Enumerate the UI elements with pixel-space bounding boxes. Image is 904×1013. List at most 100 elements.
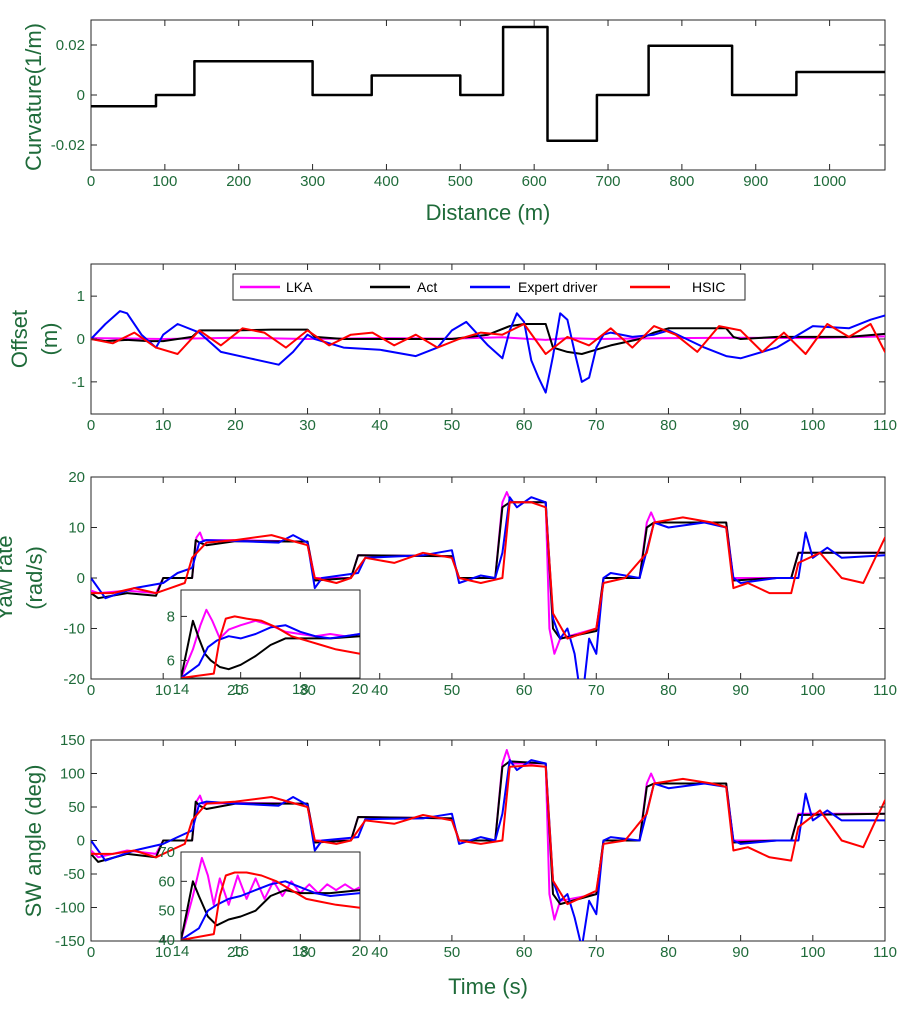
curvature-xtick-label: 300: [300, 173, 325, 190]
yaw-ytick-label: 20: [68, 469, 85, 486]
yaw-xtick-label: 110: [873, 682, 897, 699]
sw-xtick-label: 40: [371, 944, 388, 961]
yaw-xtick-label: 60: [516, 682, 533, 699]
yaw_inset-xtick-label: 14: [173, 681, 190, 698]
sw_inset-ytick-label: 70: [158, 844, 175, 861]
yaw-xtick-label: 10: [155, 682, 172, 699]
curvature-xtick-label: 100: [152, 173, 177, 190]
offset-xtick-label: 100: [800, 417, 825, 434]
curvature-series-curvature: [91, 25, 885, 143]
curvature-ytick-label: 0.02: [56, 37, 85, 54]
curvature-plot: 0 100 200 300 400 500 600 700 800 900 1000 -0.02 0 0.…: [21, 19, 886, 225]
yaw_inset-series-lka: [181, 608, 360, 678]
sw-xtick-label: 50: [444, 944, 461, 961]
offset-xtick-label: 60: [516, 417, 533, 434]
sw-ytick-label: -150: [55, 933, 85, 950]
yaw_inset-series-hsic: [181, 615, 360, 678]
sw_inset-ytick-label: 40: [158, 932, 175, 949]
sw-ytick-label: 150: [60, 732, 85, 749]
offset-xtick-label: 90: [732, 417, 749, 434]
sw-angle-plot: 0 10 20 30 40 50 60 70 80 90 100 110-150-100-500501…: [21, 732, 897, 999]
sw-ytick-label: 0: [77, 833, 85, 850]
offset-xtick-label: 110: [873, 417, 897, 434]
sw-xtick-label: 110: [873, 944, 897, 961]
sw-xtick-label: 90: [732, 944, 749, 961]
yaw-rate-plot: 0 10 20 30 40 50 60 70 80 90 100 110 -20 -10 0 10 20 Yaw…: [0, 469, 897, 699]
yaw-rate-ticks: 0 10 20 30 40 50 60 70 80 90 100 110 -20 -10 0 10 20: [63, 469, 897, 699]
offset-xtick-label: 70: [588, 417, 605, 434]
yaw-xtick-label: 40: [371, 682, 388, 699]
sw-angle-ticks: 0 10 20 30 40 50 60 70 80 90 100 110-150-100-500501…: [55, 732, 897, 961]
sw-xtick-label: 60: [516, 944, 533, 961]
curvature-xtick-label: 600: [522, 173, 547, 190]
curvature-xtick-label: 700: [596, 173, 621, 190]
offset-series-expert-driver: [91, 310, 885, 394]
yaw-ytick-label: 10: [68, 520, 85, 537]
offset-plot: 0 10 20 30 40 50 60 70 80 90 100 110 -1 0 1 Offset (m)…: [7, 263, 897, 434]
sw-xtick-label: 80: [660, 944, 677, 961]
offset-xtick-label: 30: [299, 417, 316, 434]
sw-series-expert-driver: [91, 759, 885, 941]
yaw_inset-xtick-label: 20: [352, 681, 369, 698]
yaw-rate-ylabel-line2: (rad/s): [22, 546, 47, 610]
yaw-xtick-label: 90: [732, 682, 749, 699]
offset-xtick-label: 40: [371, 417, 388, 434]
offset-ytick-label: 0: [77, 331, 85, 348]
sw-xtick-label: 20: [227, 944, 244, 961]
yaw-rate-inset-ticks: 14 16 18 20 6 8: [167, 608, 369, 698]
sw_inset-xtick-label: 20: [352, 943, 369, 960]
yaw-xtick-label: 80: [660, 682, 677, 699]
sw_inset-series-hsic: [181, 871, 360, 940]
offset-xtick-label: 50: [444, 417, 461, 434]
yaw-xtick-label: 70: [588, 682, 605, 699]
sw-angle-xlabel: Time (s): [448, 974, 528, 999]
offset-ylabel-line1: Offset: [7, 310, 32, 368]
legend: LKA Act Expert driver HSIC: [232, 273, 746, 301]
curvature-ytick-label: -0.02: [51, 137, 85, 154]
yaw-xtick-label: 100: [800, 682, 825, 699]
curvature-ticks: 0 100 200 300 400 500 600 700 800 900 1000 -0.02 0 0.…: [51, 20, 885, 190]
offset-series-hsic: [91, 323, 885, 355]
sw_inset-xtick-label: 18: [292, 943, 309, 960]
sw_inset-series-lka: [181, 856, 360, 940]
sw-xtick-label: 0: [87, 944, 95, 961]
curvature-series-layer: [91, 25, 885, 143]
legend-label-lka: LKA: [286, 279, 313, 295]
sw-angle-inset-series-layer: [181, 856, 360, 940]
sw-angle-series-layer: [91, 749, 885, 941]
sw-angle-inset-plot: 14 16 18 20 40 50 60 70: [158, 844, 368, 960]
sw-xtick-label: 10: [155, 944, 172, 961]
yaw-series-hsic: [91, 501, 885, 640]
sw-xtick-label: 70: [588, 944, 605, 961]
curvature-xtick-label: 900: [743, 173, 768, 190]
curvature-ytick-label: 0: [77, 87, 85, 104]
yaw-xtick-label: 0: [87, 682, 95, 699]
curvature-xtick-label: 500: [448, 173, 473, 190]
offset-ticks: 0 10 20 30 40 50 60 70 80 90 100 110 -1 0 1: [72, 264, 897, 434]
offset-xtick-label: 10: [155, 417, 172, 434]
yaw_inset-ytick-label: 8: [167, 608, 175, 625]
curvature-xtick-label: 0: [87, 173, 95, 190]
offset-ylabel-line2: (m): [37, 323, 62, 356]
yaw_inset-ytick-label: 6: [167, 652, 175, 669]
curvature-xtick-label: 400: [374, 173, 399, 190]
offset-xtick-label: 0: [87, 417, 95, 434]
yaw-ytick-label: 0: [77, 570, 85, 587]
curvature-xlabel: Distance (m): [426, 200, 551, 225]
yaw-ytick-label: -10: [63, 621, 85, 638]
sw_inset-ytick-label: 60: [158, 873, 175, 890]
offset-ytick-label: 1: [77, 288, 85, 305]
legend-label-expert-driver: Expert driver: [518, 279, 598, 295]
legend-label-hsic: HSIC: [692, 279, 725, 295]
sw_inset-series-act: [181, 880, 360, 940]
yaw_inset-xtick-label: 16: [232, 681, 249, 698]
sw_inset-series-expert-driver: [181, 880, 360, 940]
yaw_inset-xtick-label: 18: [292, 681, 309, 698]
yaw-xtick-label: 20: [227, 682, 244, 699]
yaw-rate-ylabel-line1: Yaw rate: [0, 535, 17, 620]
sw-ytick-label: 100: [60, 766, 85, 783]
curvature-xtick-label: 1000: [813, 173, 846, 190]
sw_inset-xtick-label: 14: [173, 943, 190, 960]
sw-xtick-label: 100: [800, 944, 825, 961]
